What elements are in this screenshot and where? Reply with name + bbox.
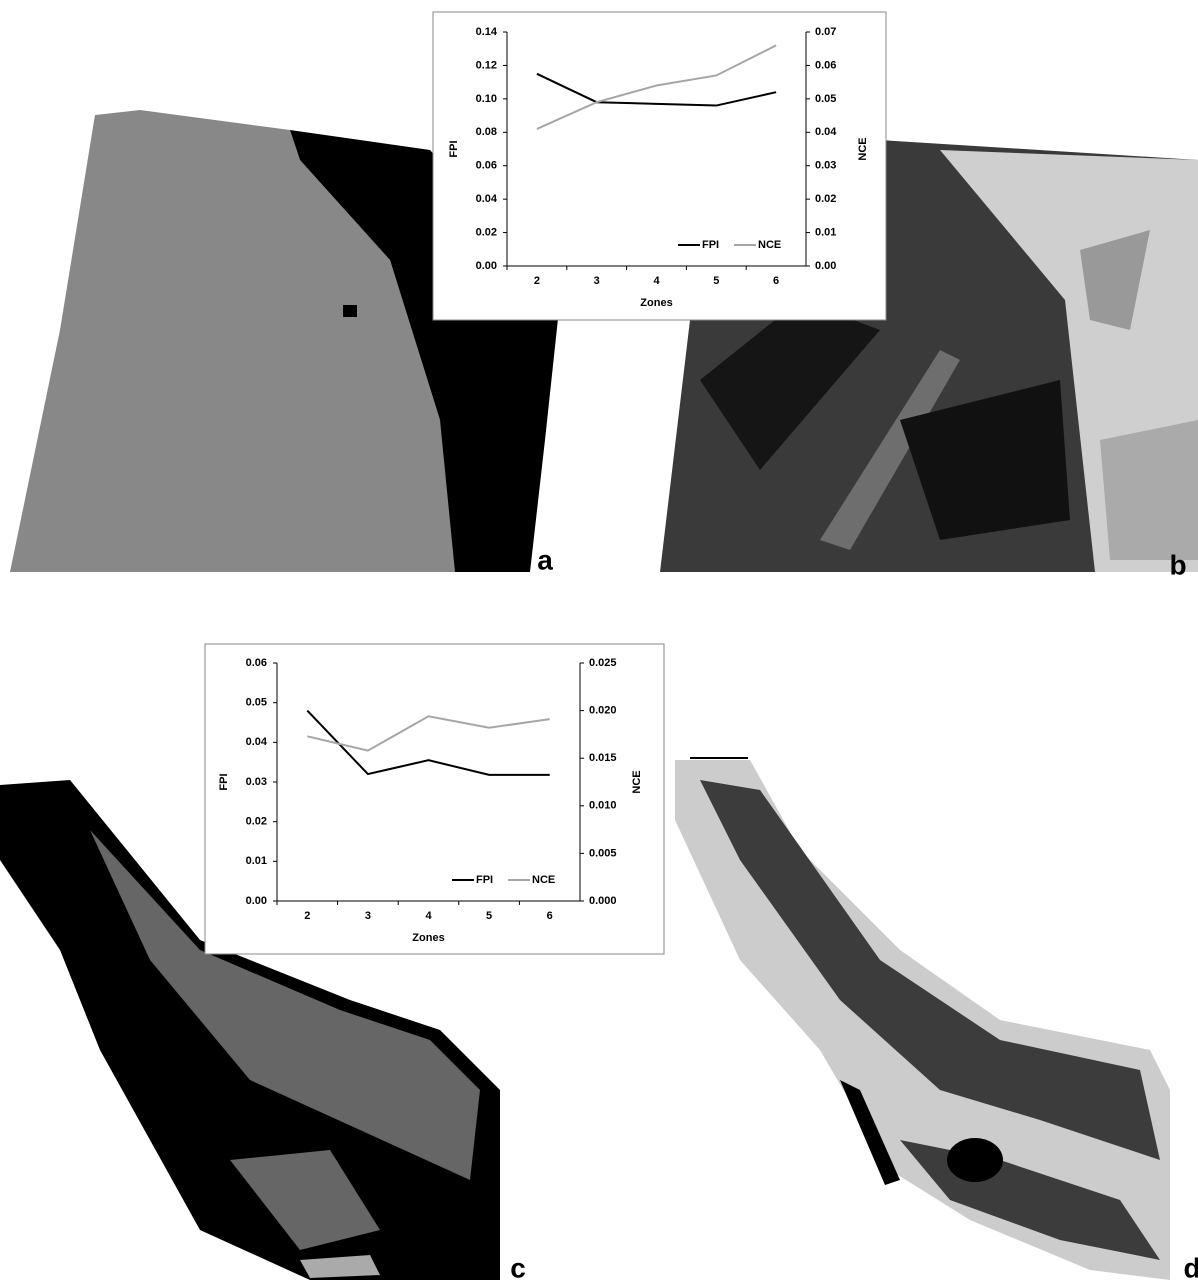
y2-tick-label: 0.005 — [589, 847, 617, 859]
legend-label: NCE — [758, 239, 781, 251]
x-tick-label: 4 — [425, 910, 432, 922]
y2-axis-label: NCE — [631, 770, 643, 793]
legend-label: FPI — [476, 874, 493, 886]
x-tick-label: 2 — [304, 910, 310, 922]
y2-tick-label: 0.025 — [589, 657, 617, 669]
y-tick-label: 0.02 — [476, 226, 497, 238]
chart: 0.00 0.01 0.02 0.03 0.04 0.05 0.06 0.000 0.005 0.… — [204, 643, 665, 955]
y2-tick-label: 0.00 — [815, 260, 836, 272]
y2-tick-label: 0.010 — [589, 800, 617, 812]
y-tick-label: 0.06 — [476, 160, 497, 172]
y2-tick-label: 0.01 — [815, 226, 836, 238]
y-tick-label: 0.12 — [476, 59, 497, 71]
series-line — [536, 72, 777, 107]
y2-tick-label: 0.04 — [815, 126, 837, 138]
chart-frame — [204, 643, 665, 955]
y-tick-label: 0.01 — [246, 855, 267, 867]
y2-tick-label: 0.05 — [815, 93, 836, 105]
y-tick-label: 0.00 — [476, 260, 497, 272]
legend-label: NCE — [532, 874, 555, 886]
series-line — [306, 709, 550, 776]
map-d — [675, 757, 1170, 1280]
legend-label: FPI — [702, 239, 719, 251]
y2-tick-label: 0.020 — [589, 705, 617, 717]
series-line — [307, 715, 550, 752]
y2-tick-label: 0.02 — [815, 193, 836, 205]
x-axis-label: Zones — [412, 932, 444, 944]
y-tick-label: 0.10 — [476, 93, 497, 105]
y-tick-label: 0.03 — [246, 776, 267, 788]
panel-label: a — [537, 544, 553, 575]
x-tick-label: 5 — [486, 910, 492, 922]
y-tick-label: 0.08 — [476, 126, 497, 138]
y-axis-label: FPI — [218, 773, 230, 790]
x-tick-label: 2 — [534, 275, 540, 287]
y2-tick-label: 0.03 — [815, 160, 836, 172]
x-tick-label: 5 — [713, 275, 719, 287]
y-tick-label: 0.06 — [246, 657, 267, 669]
chart: 0.00 0.02 0.04 0.06 0.08 0.10 0.12 0.14 0.00 0.01… — [432, 11, 887, 321]
x-tick-label: 3 — [365, 910, 371, 922]
y-tick-label: 0.04 — [476, 193, 498, 205]
x-tick-label: 6 — [547, 910, 553, 922]
map-b — [660, 140, 1198, 572]
series-line — [536, 44, 777, 130]
y2-tick-label: 0.06 — [815, 59, 836, 71]
chart-frame — [432, 11, 887, 321]
x-tick-label: 6 — [773, 275, 779, 287]
y2-tick-label: 0.07 — [815, 26, 836, 38]
y2-axis-label: NCE — [857, 137, 869, 160]
y-tick-label: 0.05 — [246, 697, 267, 709]
map-c — [0, 780, 500, 1280]
panel-label: d — [1183, 1252, 1198, 1280]
y-tick-label: 0.04 — [246, 736, 268, 748]
x-axis-label: Zones — [640, 297, 672, 309]
y-axis-label: FPI — [448, 140, 460, 157]
x-tick-label: 4 — [653, 275, 660, 287]
panel-label: c — [510, 1252, 526, 1280]
y2-tick-label: 0.000 — [589, 895, 617, 907]
x-tick-label: 3 — [594, 275, 600, 287]
y-tick-label: 0.00 — [246, 895, 267, 907]
y-tick-label: 0.14 — [476, 26, 498, 38]
y-tick-label: 0.02 — [246, 816, 267, 828]
panel-label: b — [1169, 549, 1186, 580]
y2-tick-label: 0.015 — [589, 752, 617, 764]
